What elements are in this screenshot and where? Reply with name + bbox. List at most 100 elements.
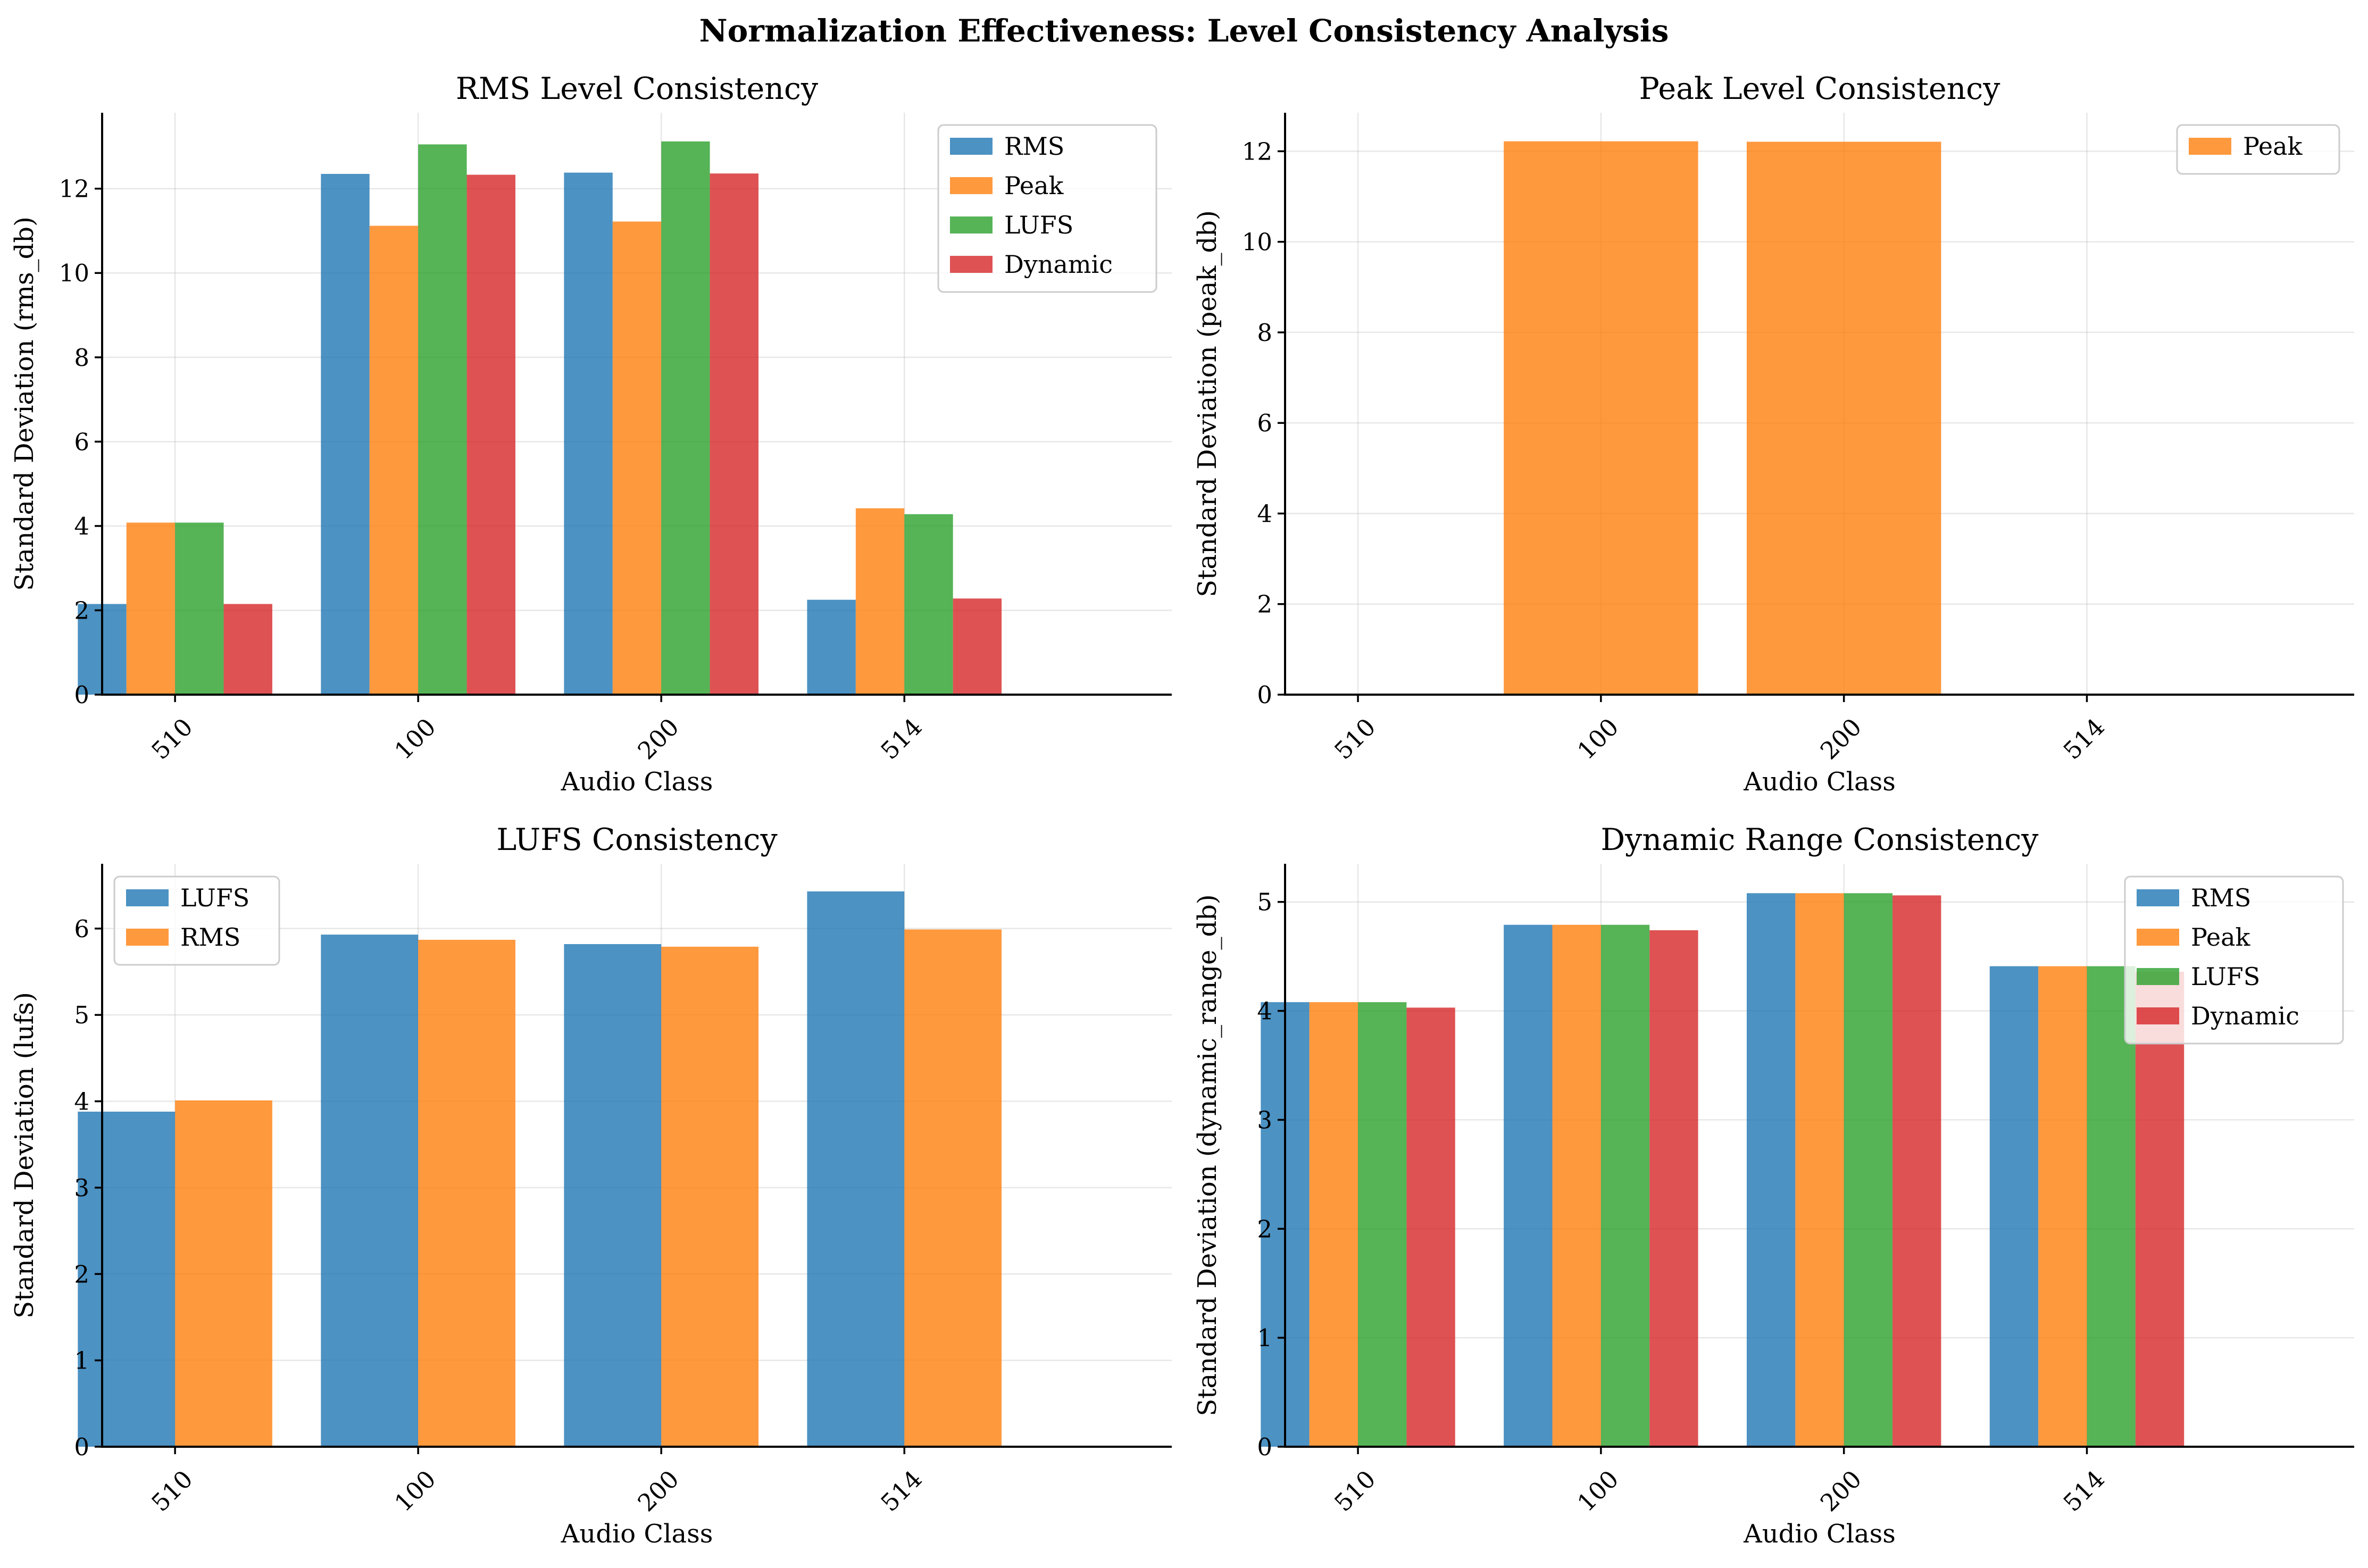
y-tick-label: 4 <box>74 1088 89 1116</box>
legend-label-dynamic: Dynamic <box>1004 250 1113 279</box>
legend-swatch-dynamic <box>2137 1007 2179 1024</box>
legend-swatch-peak <box>2189 138 2231 155</box>
y-tick-label: 8 <box>1257 319 1272 347</box>
bar-lufs-510 <box>175 522 224 695</box>
legend-swatch-lufs <box>126 889 169 906</box>
legend-label-dynamic: Dynamic <box>2191 1002 2299 1030</box>
bar-dynamic-200 <box>1892 895 1941 1447</box>
legend-label-peak: Peak <box>2243 132 2303 161</box>
y-tick-label: 3 <box>1257 1106 1272 1134</box>
figure-suptitle: Normalization Effectiveness: Level Consi… <box>699 13 1669 49</box>
bar-rms-100 <box>321 173 370 695</box>
bar-lufs-200 <box>661 141 710 695</box>
bar-lufs-100 <box>418 144 467 695</box>
bars <box>1261 893 2184 1447</box>
y-tick-label: 0 <box>1257 1433 1272 1461</box>
bars <box>78 141 1002 695</box>
bar-peak-200 <box>612 221 662 695</box>
chart-title: Peak Level Consistency <box>1639 71 2001 106</box>
bar-rms-200 <box>564 172 613 695</box>
bars <box>1504 141 1941 695</box>
legend: LUFS RMS <box>113 875 280 966</box>
bar-rms-514 <box>807 599 856 695</box>
chart-title: LUFS Consistency <box>496 822 778 857</box>
legend: RMS Peak LUFS Dynamic <box>937 124 1157 293</box>
y-axis-label: Standard Deviation (lufs) <box>10 992 39 1319</box>
y-tick-label: 5 <box>1257 888 1272 916</box>
y-tick-label: 0 <box>1257 681 1272 709</box>
bar-lufs-100 <box>321 935 419 1447</box>
legend-label-peak: Peak <box>1004 171 1064 200</box>
chart-title: Dynamic Range Consistency <box>1600 822 2039 857</box>
x-axis-label: Audio Class <box>561 767 713 797</box>
legend-label-rms: RMS <box>180 923 240 952</box>
bar-lufs-200 <box>1844 893 1893 1447</box>
legend-label-rms: RMS <box>1004 132 1064 161</box>
legend-swatch-rms <box>2137 889 2179 906</box>
legend-swatch-lufs <box>950 216 993 233</box>
bar-lufs-514 <box>2087 966 2136 1447</box>
y-tick-label: 10 <box>59 259 89 287</box>
y-tick-label: 10 <box>1242 228 1272 256</box>
legend-label-lufs: LUFS <box>1004 211 1073 239</box>
bar-peak-510 <box>126 522 176 695</box>
legend: RMS Peak LUFS Dynamic <box>2124 875 2344 1045</box>
bar-peak-100 <box>1504 141 1698 695</box>
y-tick-label: 4 <box>1257 997 1272 1025</box>
legend-frame <box>2176 124 2340 175</box>
y-axis-label: Standard Deviation (dynamic_range_db) <box>1193 894 1222 1416</box>
bar-rms-510 <box>175 1100 272 1447</box>
bar-rms-100 <box>418 939 515 1447</box>
bar-lufs-514 <box>904 514 953 695</box>
bar-dynamic-514 <box>2135 971 2184 1447</box>
bar-dynamic-100 <box>466 174 515 695</box>
y-tick-label: 1 <box>74 1347 89 1375</box>
bars <box>78 891 1002 1447</box>
bar-peak-200 <box>1795 893 1844 1447</box>
bar-lufs-510 <box>78 1112 176 1447</box>
legend-frame <box>2124 875 2344 1045</box>
y-tick-label: 12 <box>1242 137 1272 165</box>
x-axis-label: Audio Class <box>561 1519 713 1549</box>
legend-swatch-dynamic <box>950 256 993 273</box>
bar-peak-100 <box>369 226 419 695</box>
bar-lufs-200 <box>564 944 662 1447</box>
y-tick-label: 4 <box>1257 499 1272 528</box>
y-tick-label: 4 <box>74 512 89 540</box>
bar-rms-200 <box>661 946 759 1447</box>
y-tick-label: 6 <box>1257 409 1272 437</box>
legend-label-peak: Peak <box>2191 923 2251 952</box>
legend-swatch-rms <box>950 138 993 155</box>
bar-peak-200 <box>1746 141 1941 695</box>
bar-lufs-514 <box>807 891 905 1447</box>
y-tick-label: 6 <box>74 428 89 456</box>
legend-swatch-peak <box>2137 929 2179 946</box>
y-tick-label: 2 <box>74 596 89 624</box>
x-axis-label: Audio Class <box>1743 767 1896 797</box>
y-tick-label: 1 <box>1257 1324 1272 1352</box>
bar-dynamic-510 <box>1406 1007 1455 1447</box>
legend-label-lufs: LUFS <box>180 883 249 912</box>
y-tick-label: 0 <box>74 1433 89 1461</box>
bar-dynamic-510 <box>223 604 272 695</box>
legend-swatch-peak <box>950 177 993 194</box>
y-tick-label: 0 <box>74 681 89 709</box>
y-tick-label: 2 <box>1257 590 1272 619</box>
bar-lufs-510 <box>1358 1002 1407 1447</box>
y-tick-label: 3 <box>74 1174 89 1202</box>
bar-rms-514 <box>1989 966 2039 1447</box>
bar-rms-514 <box>904 929 1002 1447</box>
bar-rms-100 <box>1504 924 1553 1447</box>
legend-label-rms: RMS <box>2191 883 2251 912</box>
bar-dynamic-100 <box>1649 930 1698 1447</box>
y-tick-label: 6 <box>74 915 89 943</box>
y-tick-label: 12 <box>59 175 89 203</box>
y-tick-label: 5 <box>74 1001 89 1029</box>
bar-peak-510 <box>1309 1002 1358 1447</box>
y-tick-label: 8 <box>74 344 89 372</box>
